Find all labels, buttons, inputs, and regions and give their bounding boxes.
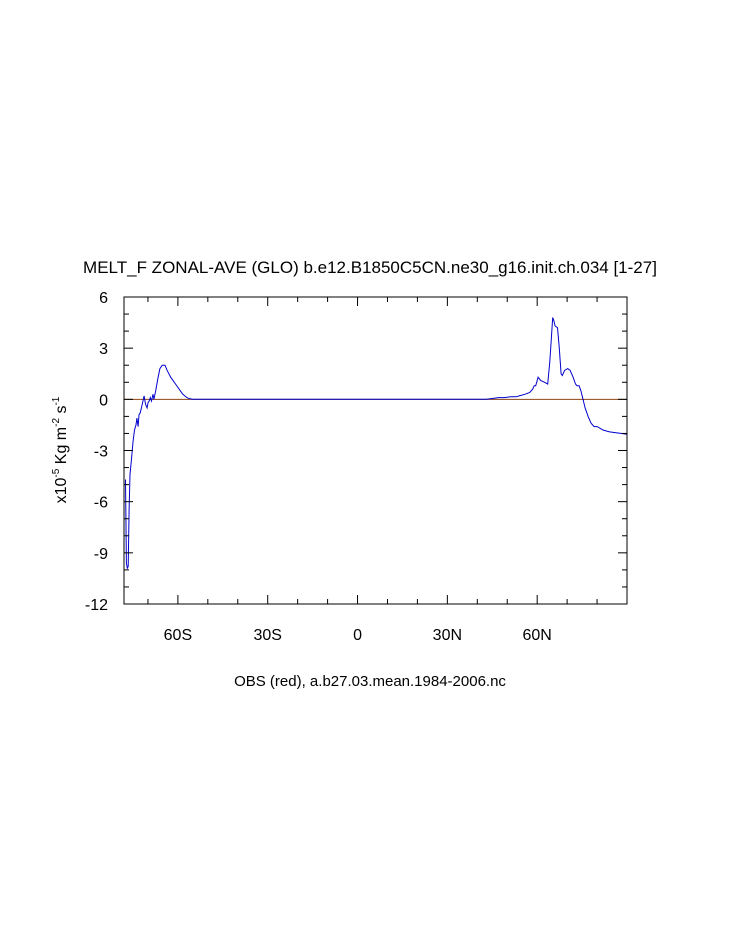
y-tick-label: -6 bbox=[94, 495, 108, 512]
y-tick-label: -9 bbox=[94, 546, 108, 563]
x-tick-label: 30S bbox=[253, 627, 281, 644]
y-tick-label: 6 bbox=[99, 290, 108, 307]
x-tick-label: 0 bbox=[353, 627, 362, 644]
plot-area: 6 3 0 -3 -6 -9 -12 60S 30S 0 30N 60N bbox=[85, 290, 628, 644]
y-tick-label: -3 bbox=[94, 444, 108, 461]
y-tick-label: 3 bbox=[99, 341, 108, 358]
y-tick-label: -12 bbox=[85, 597, 108, 614]
x-axis-subtitle: OBS (red), a.b27.03.mean.1984-2006.nc bbox=[234, 673, 506, 690]
series-line-0 bbox=[125, 317, 628, 570]
x-tick-label: 60S bbox=[164, 627, 192, 644]
x-tick-label: 60N bbox=[522, 627, 551, 644]
x-tick-label: 30N bbox=[433, 627, 462, 644]
y-tick-label: 0 bbox=[99, 392, 108, 409]
chart-title: MELT_F ZONAL-AVE (GLO) b.e12.B1850C5CN.n… bbox=[83, 258, 657, 277]
plot-frame bbox=[123, 296, 628, 605]
y-axis-label: x10-5 Kg m-2 s-1 bbox=[51, 396, 70, 503]
